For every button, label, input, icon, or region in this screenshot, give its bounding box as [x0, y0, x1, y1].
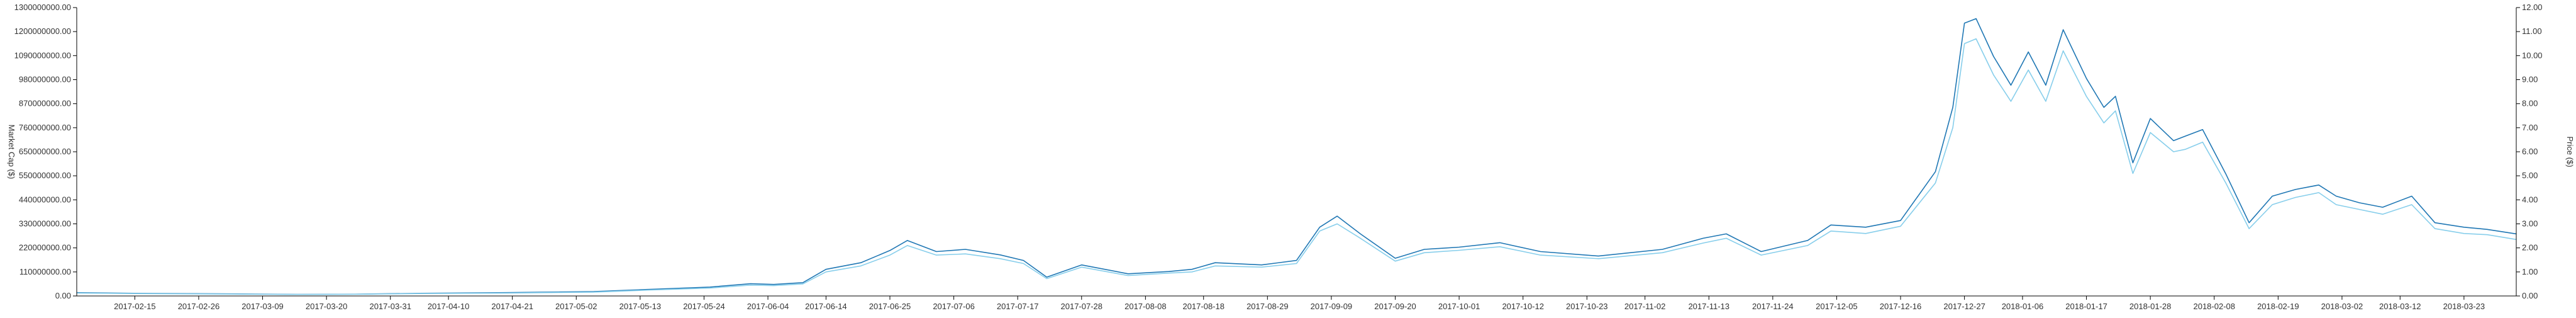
right-tick-label: 11.00	[2522, 26, 2542, 36]
plot-lines	[77, 19, 2516, 295]
right-axis-title: Price ($)	[2565, 136, 2575, 167]
x-tick-label: 2017-12-27	[1943, 302, 1985, 311]
x-tick-label: 2017-11-24	[1752, 302, 1794, 311]
left-tick-label: 1200000000.00	[14, 26, 71, 36]
x-tick-label: 2017-10-12	[1502, 302, 1544, 311]
x-tick-label: 2017-11-02	[1624, 302, 1666, 311]
x-tick-label: 2017-03-31	[369, 302, 411, 311]
left-tick-label: 1300000000.00	[14, 3, 71, 12]
left-tick-label: 0.00	[55, 291, 71, 300]
x-tick-label: 2017-06-04	[747, 302, 789, 311]
right-tick-label: 12.00	[2522, 3, 2543, 12]
x-tick-label: 2018-01-06	[2002, 302, 2044, 311]
x-tick-label: 2018-03-02	[2321, 302, 2363, 311]
right-tick-label: 6.00	[2522, 147, 2538, 156]
x-tick-label: 2017-09-09	[1311, 302, 1353, 311]
x-tick-label: 2017-04-21	[491, 302, 533, 311]
x-tick-label: 2017-08-08	[1124, 302, 1167, 311]
left-tick-label: 330000000.00	[19, 219, 71, 229]
right-tick-label: 9.00	[2522, 75, 2538, 84]
x-tick-label: 2017-05-13	[619, 302, 662, 311]
x-tick-label: 2017-08-18	[1182, 302, 1224, 311]
x-tick-label: 2017-09-20	[1374, 302, 1416, 311]
x-tick-label: 2017-12-16	[1880, 302, 1922, 311]
x-tick-label: 2018-01-17	[2065, 302, 2107, 311]
x-tick-label: 2017-08-29	[1246, 302, 1289, 311]
right-tick-label: 4.00	[2522, 195, 2538, 204]
left-tick-label: 550000000.00	[19, 171, 71, 180]
x-tick-label: 2017-03-09	[242, 302, 284, 311]
x-tick-label: 2017-12-05	[1816, 302, 1858, 311]
x-tick-label: 2017-06-14	[805, 302, 847, 311]
price-series-line	[77, 39, 2516, 295]
x-tick-label: 2017-07-06	[933, 302, 975, 311]
x-tick-label: 2017-03-20	[306, 302, 348, 311]
left-axis-title: Market Cap ($)	[7, 125, 16, 179]
x-axis: 2017-02-15 2017-02-26 2017-03-09 2017-03-20…	[77, 296, 2516, 311]
right-tick-label: 1.00	[2522, 267, 2538, 276]
x-tick-label: 2017-10-01	[1438, 302, 1480, 311]
x-tick-label: 2017-05-02	[555, 302, 597, 311]
right-y-axis: 0.00 1.00 2.00 3.00 4.00 5.00 6.00 7.00 8.00 9.00…	[2516, 3, 2543, 300]
left-tick-label: 870000000.00	[19, 99, 71, 108]
left-tick-label: 980000000.00	[19, 75, 71, 84]
market-cap-series-line	[77, 19, 2516, 295]
x-tick-label: 2018-03-23	[2443, 302, 2485, 311]
x-tick-label: 2017-02-26	[178, 302, 220, 311]
x-tick-label: 2017-06-25	[869, 302, 911, 311]
left-tick-label: 440000000.00	[19, 195, 71, 204]
left-tick-label: 220000000.00	[19, 243, 71, 253]
right-tick-label: 5.00	[2522, 171, 2538, 180]
x-tick-label: 2018-02-19	[2257, 302, 2299, 311]
right-tick-label: 7.00	[2522, 123, 2538, 132]
left-tick-label: 1090000000.00	[14, 50, 71, 60]
x-tick-label: 2017-05-24	[683, 302, 725, 311]
x-tick-label: 2018-03-12	[2379, 302, 2421, 311]
left-tick-label: 110000000.00	[19, 267, 71, 276]
right-tick-label: 3.00	[2522, 219, 2538, 229]
x-tick-label: 2018-02-08	[2193, 302, 2235, 311]
x-tick-label: 2017-10-23	[1566, 302, 1608, 311]
left-tick-label: 650000000.00	[19, 147, 71, 156]
x-tick-label: 2017-07-17	[997, 302, 1039, 311]
right-tick-label: 2.00	[2522, 243, 2538, 253]
left-y-axis: 0.00 110000000.00 220000000.00 330000000.00…	[14, 3, 77, 300]
left-tick-label: 760000000.00	[19, 123, 71, 132]
x-tick-label: 2017-04-10	[428, 302, 470, 311]
x-tick-label: 2017-02-15	[114, 302, 156, 311]
x-tick-label: 2018-01-28	[2129, 302, 2172, 311]
x-tick-label: 2017-11-13	[1688, 302, 1729, 311]
right-tick-label: 10.00	[2522, 50, 2543, 60]
x-tick-label: 2017-07-28	[1061, 302, 1103, 311]
right-tick-label: 8.00	[2522, 99, 2538, 108]
right-tick-label: 0.00	[2522, 291, 2538, 300]
